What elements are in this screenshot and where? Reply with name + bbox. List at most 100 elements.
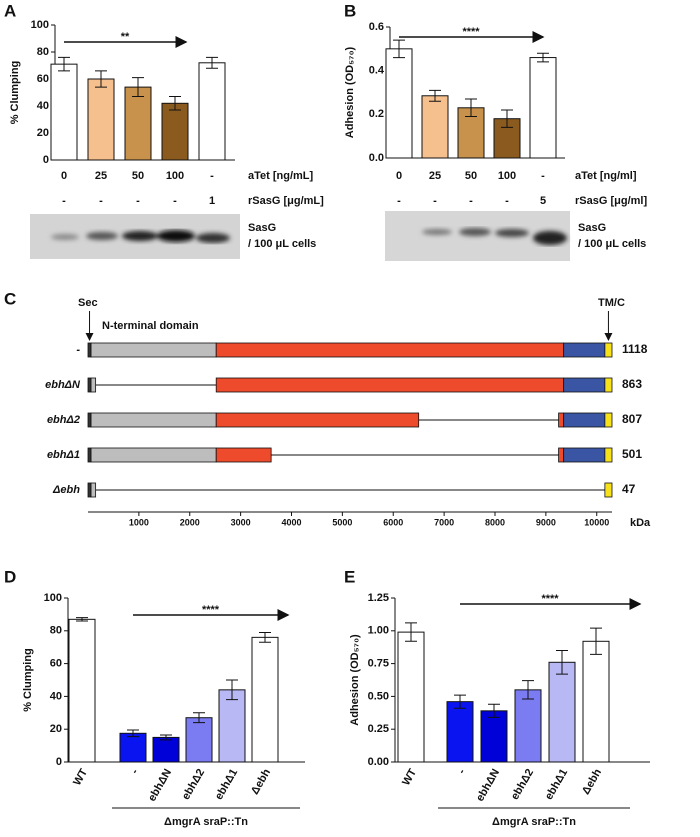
domain [215,412,420,428]
y-tick-label: 0.2 [369,108,384,120]
x-tick-label: WT [71,767,90,788]
y-tick-label: 0.50 [368,690,389,702]
domain [87,412,92,428]
error-bar [590,627,602,655]
x-tick-label: 0 [61,170,67,182]
y-axis-label: % Clumping [22,648,34,712]
y-axis-label: % Clumping [9,61,21,125]
construct-name: - [76,344,80,356]
x-tick-label: 4000 [281,517,301,527]
x-tick-label: 6000 [383,517,403,527]
group-label: ΔmgrA sraP::Tn [492,816,576,828]
domain [215,447,272,463]
panel-letter: C [4,289,16,308]
x-tick-label: ebhΔ2 [509,767,536,802]
x-tick-label: - [456,767,468,776]
blot-label: / 100 μL cells [578,238,646,250]
row-label: - [433,195,437,207]
y-tick-label: 1.25 [368,592,389,604]
y-tick-label: 0 [56,756,62,768]
y-tick-label: 0.25 [368,723,389,735]
domain [558,412,565,428]
x-tick-label: ebhΔ2 [180,767,207,802]
x-tick-label: ebhΔN [474,767,502,804]
error-bar [465,98,477,118]
domain [90,377,97,393]
row-label: - [397,195,401,207]
domain [215,377,565,393]
y-tick-label: 0.6 [369,21,384,33]
bar [251,636,279,763]
y-tick-label: 20 [50,723,62,735]
x-tick-label: 0 [396,170,402,182]
construct-name: ebhΔ2 [47,414,80,426]
x-tick-label: Δebh [249,767,273,797]
y-tick-label: 40 [37,100,49,112]
panel-letter: E [344,567,355,586]
y-tick-label: 80 [37,46,49,58]
x-tick-label: - [210,170,214,182]
row-title: rSasG [μg/mL] [248,195,324,207]
bar [582,640,610,763]
construct-size: 47 [622,482,636,496]
x-tick-label: 50 [132,170,144,182]
domain [87,482,92,498]
x-tick-label: 50 [465,170,477,182]
significance: **** [541,593,559,605]
annotation: TM/C [598,297,625,309]
construct-name: ebhΔ1 [47,449,80,461]
domain [90,412,217,428]
error-bar [501,109,513,128]
blot-a [30,214,240,259]
error-bar [488,703,500,718]
domain [87,342,92,358]
x-tick-label: ebhΔ1 [543,767,570,802]
bar [185,717,213,763]
y-tick-label: 0.0 [369,152,384,164]
bar [421,95,449,159]
significance: ** [121,31,130,43]
y-tick-label: 0.4 [369,65,385,77]
domain [87,377,92,393]
bar [124,86,152,161]
domain [604,447,613,463]
x-tick-label: 100 [166,170,184,182]
x-tick-label: 2000 [180,517,200,527]
annotation: N-terminal domain [102,320,199,332]
row-label: - [469,195,473,207]
bar [161,102,189,161]
blot-b [385,211,570,261]
row-title: rSasG [μg/ml] [575,195,647,207]
construct-size: 1118 [622,342,648,356]
error-bar [160,734,172,741]
error-bar [556,649,568,675]
y-axis-label: Adhesion (OD₅₇₀) [344,46,356,138]
row-label: - [99,195,103,207]
x-tick-label: 1000 [129,517,149,527]
x-axis-label: aTet [ng/ml] [575,170,637,182]
y-axis-label: Adhesion (OD₅₇₀) [349,634,361,726]
y-tick-label: 100 [31,19,49,31]
x-tick-label: 7000 [434,517,454,527]
y-tick-label: 60 [50,658,62,670]
row-label: 5 [540,195,546,207]
error-bar [206,56,218,69]
domain [90,482,97,498]
y-tick-label: 20 [37,127,49,139]
x-tick-label: ebhΔN [146,767,174,804]
domain [90,342,217,358]
y-tick-label: 60 [37,73,49,85]
bar [198,62,226,161]
x-axis-label: aTet [ng/mL] [248,170,314,182]
x-tick-label: - [541,170,545,182]
error-bar [127,729,139,738]
y-tick-label: 100 [44,592,62,604]
x-tick-label: - [129,767,141,776]
bar [514,689,542,763]
domain [604,482,613,498]
x-tick-label: Δebh [580,767,604,797]
y-tick-label: 0.75 [368,658,389,670]
x-tick-label: WT [400,767,419,788]
row-label: - [136,195,140,207]
domain [90,447,217,463]
